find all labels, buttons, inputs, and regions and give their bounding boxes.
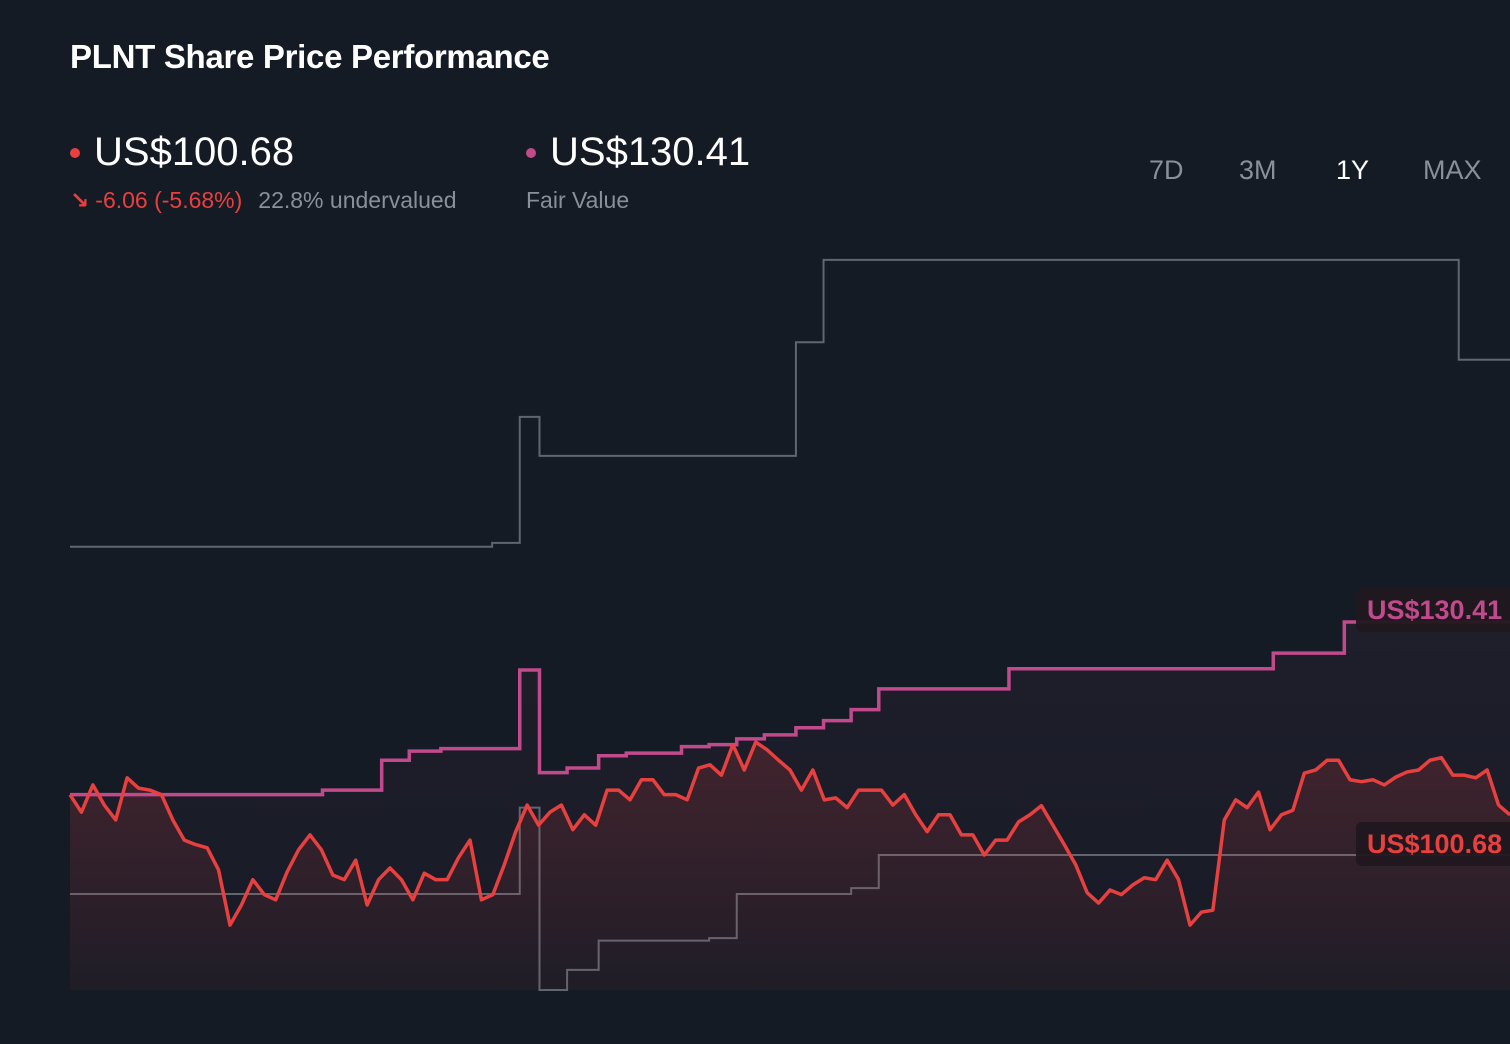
- price-dot-icon: [70, 147, 80, 158]
- price-line: [68, 740, 1510, 927]
- price-change: -6.06 (-5.68%): [95, 187, 243, 213]
- valuation-text: 22.8% undervalued: [258, 187, 457, 213]
- fair-value-dot-icon: [526, 147, 536, 158]
- step-series-line-0: [70, 258, 1510, 548]
- timeframe-max[interactable]: MAX: [1423, 155, 1482, 185]
- fair-value-end-label: US$130.41: [1356, 588, 1510, 632]
- current-price-block: US$100.68 ↘ -6.06 (-5.68%) 22.8% undervalu…: [70, 130, 457, 214]
- price-end-label: US$100.68: [1356, 822, 1510, 866]
- fair-value-label: Fair Value: [526, 187, 630, 213]
- page-title: PLNT Share Price Performance: [70, 38, 550, 75]
- fair-value: US$130.41: [550, 130, 751, 174]
- timeframe-3m[interactable]: 3M: [1239, 155, 1277, 185]
- price-area: [70, 742, 1510, 990]
- arrow-down-right-icon: ↘: [70, 187, 90, 213]
- timeframe-1y[interactable]: 1Y: [1336, 155, 1370, 185]
- fair-value-block: US$130.41 Fair Value: [526, 130, 750, 214]
- timeframe-7d[interactable]: 7D: [1149, 155, 1184, 185]
- fair-value-line: [70, 620, 1510, 797]
- current-price: US$100.68: [94, 130, 295, 174]
